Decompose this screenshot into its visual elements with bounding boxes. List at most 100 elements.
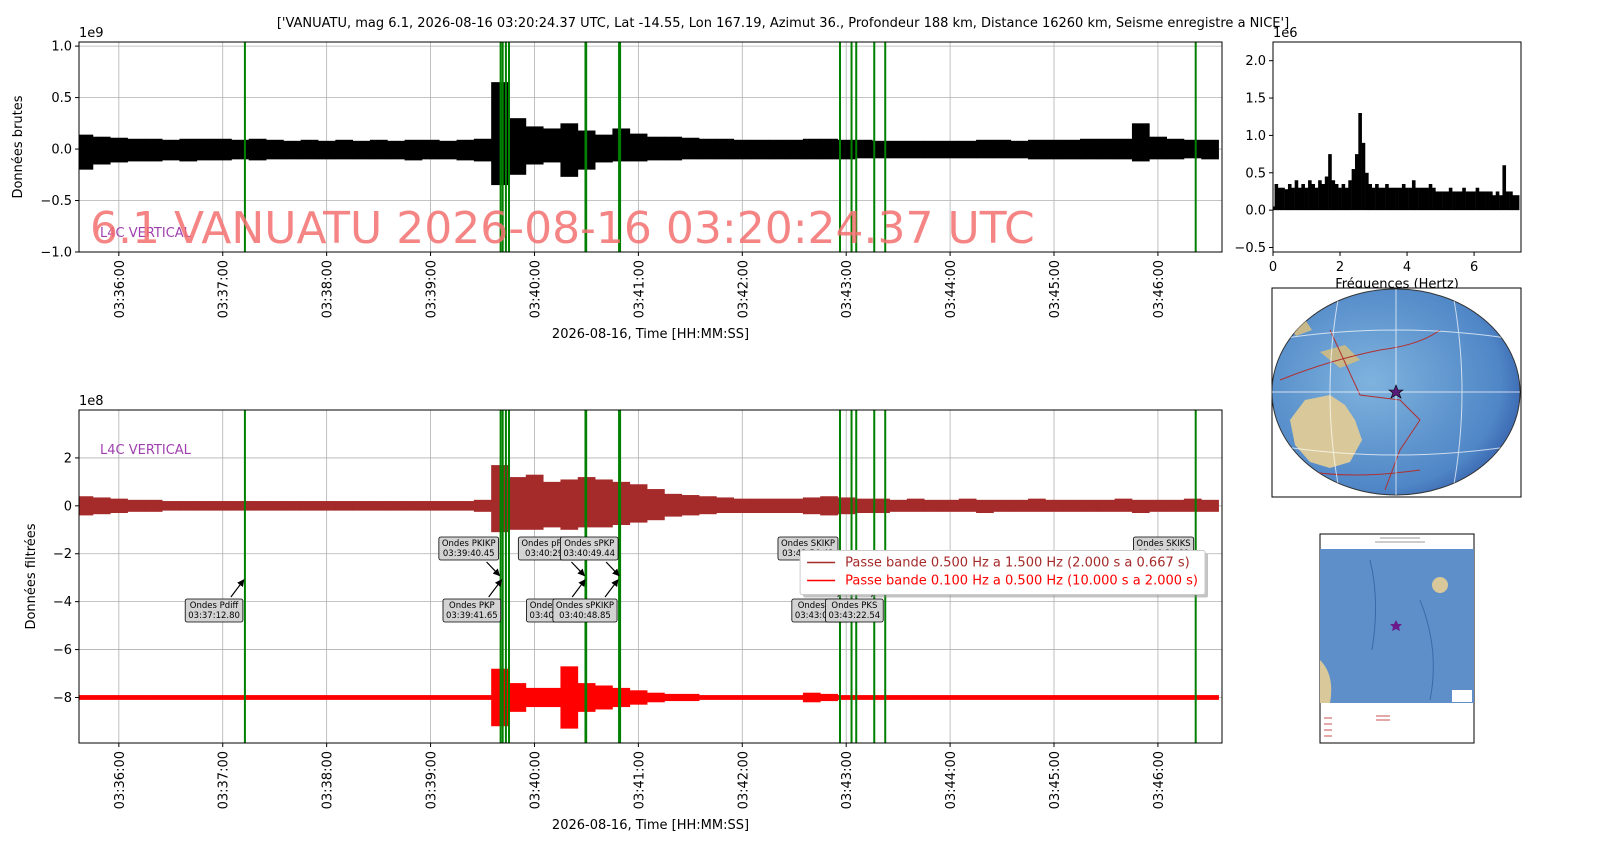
trace-envelope xyxy=(317,501,336,511)
trace-envelope xyxy=(1079,499,1098,512)
trace-envelope xyxy=(404,501,423,511)
annotation-box xyxy=(552,598,618,623)
trace-envelope xyxy=(196,501,215,511)
trace-envelope xyxy=(1028,695,1046,700)
trace-envelope xyxy=(820,138,838,160)
trace-envelope xyxy=(768,139,786,160)
trace-envelope xyxy=(1062,499,1081,512)
annotation-box xyxy=(438,536,500,561)
trace-envelope xyxy=(681,495,700,516)
trace-envelope xyxy=(92,695,111,700)
trace-envelope xyxy=(750,139,769,160)
trace-envelope xyxy=(924,499,942,512)
trace-envelope xyxy=(785,498,804,514)
trace-envelope xyxy=(976,139,994,159)
trace-envelope xyxy=(698,138,717,160)
epicenter-star xyxy=(1390,620,1402,631)
trace-envelope xyxy=(1201,695,1219,700)
trace-envelope xyxy=(681,693,700,702)
trace-envelope xyxy=(387,501,405,511)
trace-envelope xyxy=(802,138,821,160)
trace-envelope xyxy=(681,137,700,160)
x-tick-label: 03:37:00 xyxy=(217,751,232,809)
legend: Passe bande 0.500 Hz a 1.500 Hz (2.000 s… xyxy=(799,550,1208,598)
trace-envelope xyxy=(1097,695,1116,700)
trace-envelope xyxy=(612,687,631,708)
annotation-arrow xyxy=(571,579,586,598)
trace-envelope xyxy=(543,481,561,528)
y-tick-label: −1.0 xyxy=(40,246,72,261)
trace-envelope xyxy=(958,695,977,700)
axes-frame xyxy=(78,409,1223,744)
trace-envelope xyxy=(733,498,752,514)
trace-envelope xyxy=(266,501,284,511)
trace-envelope xyxy=(79,134,94,170)
trace-envelope xyxy=(283,695,302,700)
trace-envelope xyxy=(1201,139,1219,160)
trace-envelope xyxy=(612,128,631,162)
y-tick-label: −6 xyxy=(53,643,72,658)
watermark: 6.1 VANUATU 2026-08-16 03:20:24.37 UTC xyxy=(90,203,1035,254)
trace-envelope xyxy=(300,501,319,511)
x-tick-label: 03:46:00 xyxy=(1152,751,1167,809)
x-tick-label: 03:36:00 xyxy=(113,260,128,318)
trace-envelope xyxy=(421,695,440,700)
trace-envelope xyxy=(941,140,960,159)
trace-envelope xyxy=(248,138,267,161)
globe-map xyxy=(1271,287,1522,498)
trace-envelope xyxy=(837,695,856,700)
trace-envelope xyxy=(1010,499,1029,512)
y-tick-label: 0.5 xyxy=(51,91,72,106)
trace-envelope xyxy=(79,695,94,700)
trace-envelope xyxy=(421,139,440,160)
trace-envelope xyxy=(976,499,994,514)
trace-envelope xyxy=(1149,136,1167,160)
y-tick-label: 2.0 xyxy=(1245,54,1266,69)
x-tick-label: 03:40:00 xyxy=(528,751,543,809)
trace-envelope xyxy=(231,695,250,700)
annotation-time: 03:43:03.08 xyxy=(795,611,847,621)
trace-envelope xyxy=(110,498,128,514)
trace-envelope xyxy=(214,695,232,700)
annotation-label: Ondes SKP xyxy=(798,601,844,611)
trace-envelope xyxy=(439,140,457,160)
x-tick-label: 03:38:00 xyxy=(321,751,336,809)
x-tick-label: 2 xyxy=(1336,260,1344,275)
trace-envelope xyxy=(1114,695,1133,700)
annotation-arrow xyxy=(486,561,501,577)
trace-envelope xyxy=(473,138,492,162)
trace-envelope xyxy=(127,138,146,162)
trace-envelope xyxy=(352,140,371,160)
annotation-label: Ondes sPKIKP xyxy=(556,601,614,611)
trace-envelope xyxy=(127,695,146,700)
plots: −1.0 −0.5 0.0 0.5 1.0 03:36:00 03:37:00 03:38:0… xyxy=(11,26,1522,833)
trace-envelope xyxy=(1010,695,1029,700)
trace-envelope xyxy=(716,695,735,700)
trace-envelope xyxy=(906,498,925,512)
trace-envelope xyxy=(958,498,977,512)
trace-envelope xyxy=(1045,695,1064,700)
trace-envelope xyxy=(733,139,752,160)
trace-envelope xyxy=(629,690,648,705)
trace-envelope xyxy=(369,139,388,160)
trace-envelope xyxy=(560,479,579,530)
map-legend xyxy=(1324,715,1390,737)
trace-envelope xyxy=(716,497,735,514)
annotation-label: Ondes sPKP xyxy=(564,539,614,549)
trace-envelope xyxy=(1062,139,1081,160)
trace-envelope xyxy=(525,126,544,165)
annotation-label: Ondes PKP xyxy=(449,601,495,611)
trace-envelope xyxy=(1131,123,1150,162)
trace-envelope xyxy=(664,693,683,702)
trace-envelope xyxy=(266,139,284,160)
x-tick-label: 4 xyxy=(1403,260,1411,275)
trace-envelope xyxy=(110,137,128,163)
y-tick-label: 1.0 xyxy=(1245,129,1266,144)
trace-envelope xyxy=(179,695,198,700)
y-tick-label: −0.5 xyxy=(40,194,72,209)
trace-envelope xyxy=(664,136,683,161)
y-offset: 1e8 xyxy=(79,394,104,409)
trace-envelope xyxy=(508,683,527,712)
trace-envelope xyxy=(456,501,475,511)
trace-envelope xyxy=(906,140,925,159)
